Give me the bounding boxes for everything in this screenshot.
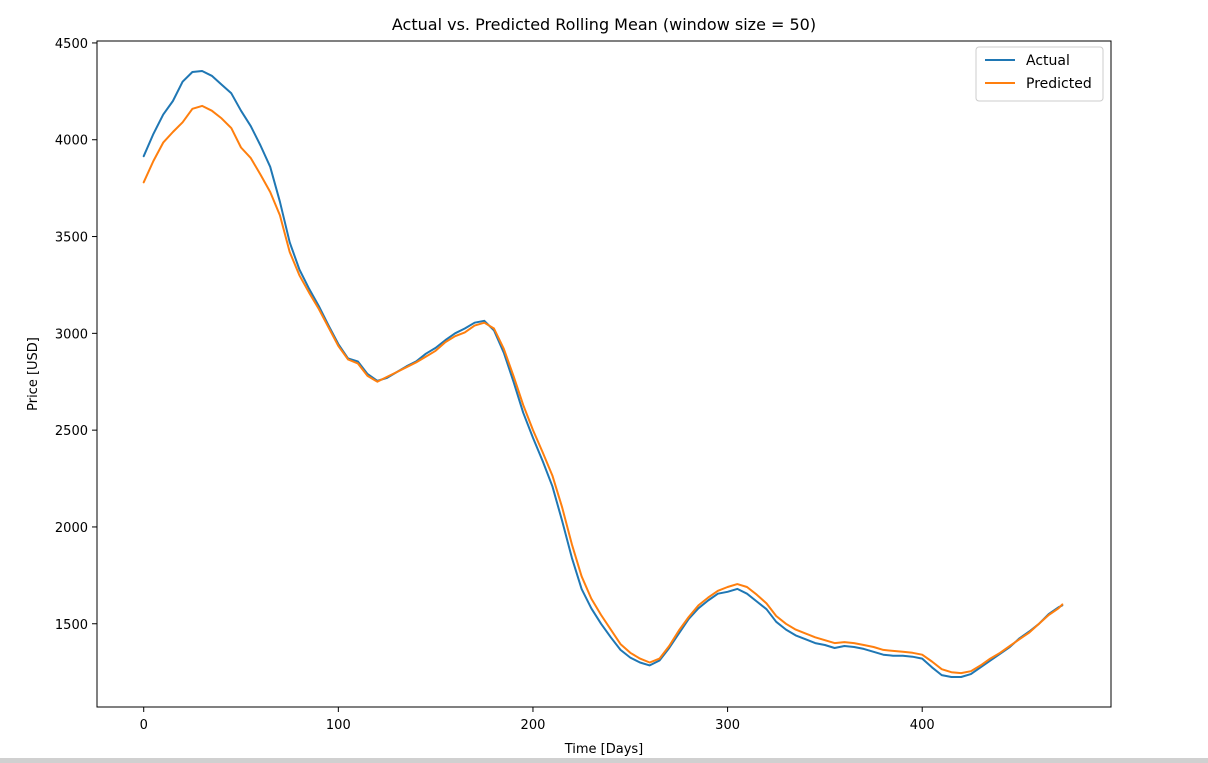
series-line-actual: [142, 70, 1064, 678]
y-axis-ticks: 1500 2000 2500 3000 3500 4000 4500: [55, 37, 97, 633]
y-tick-label: 2500: [55, 424, 88, 439]
plot-area-frame: [96, 40, 1112, 708]
legend-label-actual: Actual: [1026, 53, 1070, 69]
y-tick-label: 3000: [55, 327, 88, 342]
x-tick-label: 300: [715, 718, 740, 733]
y-axis-label: Price [USD]: [26, 337, 41, 411]
series-layer: [142, 70, 1064, 678]
legend: Actual Predicted: [975, 46, 1104, 102]
y-tick-label: 4000: [55, 134, 88, 149]
x-tick-label: 400: [910, 718, 935, 733]
window-bottom-edge: [0, 758, 1208, 763]
x-axis-ticks: 0 100 200 300 400: [140, 707, 935, 733]
legend-entries: Actual Predicted: [985, 53, 1092, 92]
y-tick-label: 4500: [55, 37, 88, 52]
x-tick-label: 100: [326, 718, 351, 733]
series-line-predicted: [142, 104, 1064, 675]
y-tick-label: 3500: [55, 231, 88, 246]
y-tick-label: 1500: [55, 618, 88, 633]
x-tick-label: 0: [140, 718, 148, 733]
y-tick-label: 2000: [55, 521, 88, 536]
x-axis-label: Time [Days]: [564, 742, 644, 757]
chart-title: Actual vs. Predicted Rolling Mean (windo…: [392, 15, 816, 34]
legend-label-predicted: Predicted: [1026, 76, 1092, 92]
x-tick-label: 200: [521, 718, 546, 733]
